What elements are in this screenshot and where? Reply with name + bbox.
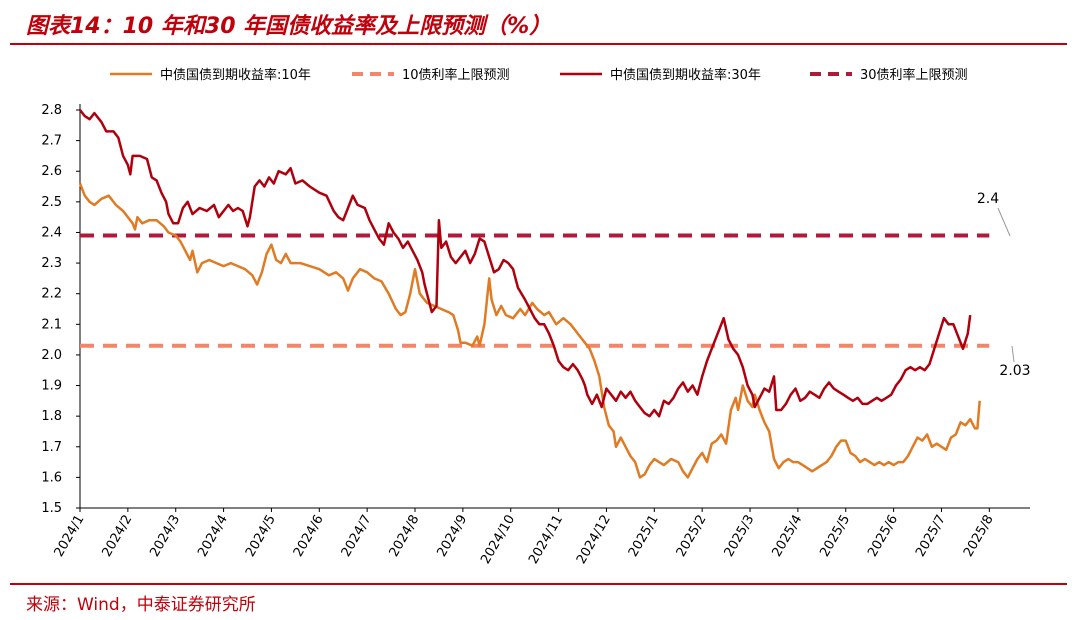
- x-tick-label: 2025/2: [674, 513, 710, 560]
- y-tick-label: 1.7: [41, 440, 62, 455]
- y-tick-label: 2.6: [41, 164, 62, 179]
- annotation-leader-10y: [1011, 345, 1015, 363]
- x-tick-label: 2025/6: [865, 513, 901, 560]
- x-tick-label: 2024/1: [52, 513, 88, 560]
- y-tick-label: 2.5: [41, 195, 62, 210]
- series-10y-yield: [78, 183, 981, 479]
- axes: 1.5 1.6 1.7 1.8 1.9 2.0 2.1 2.2 2.3 2.4 2.5 2.6 2.7 2…: [41, 103, 1030, 567]
- x-tick-label: 2024/12: [574, 513, 614, 567]
- y-tick-label: 2.0: [41, 348, 62, 363]
- legend-label-series-10y-cap: 10债利率上限预测: [402, 67, 510, 83]
- x-tick-label: 2024/9: [434, 513, 470, 560]
- y-tick-label: 1.6: [41, 470, 62, 485]
- x-tick-label: 2024/2: [99, 513, 135, 560]
- legend-label-series-30y-yield: 中债国债到期收益率:30年: [610, 67, 761, 83]
- y-tick-label: 2.8: [41, 103, 62, 118]
- x-tick-label: 2025/5: [817, 513, 853, 560]
- x-tick-label: 2025/1: [626, 513, 662, 560]
- x-tick-label: 2024/7: [339, 513, 375, 560]
- y-tick-label: 1.8: [41, 409, 62, 424]
- annotations: 2.4 2.03: [977, 191, 1031, 379]
- annotation-leader-30y: [997, 207, 1011, 237]
- y-tick-label: 2.4: [41, 225, 62, 240]
- y-tick-label: 2.1: [41, 317, 62, 332]
- x-tick-label: 2024/5: [243, 513, 279, 560]
- x-tick-label: 2024/10: [478, 513, 518, 567]
- x-tick-label: 2024/3: [147, 513, 183, 560]
- legend-label-series-10y-yield: 中债国债到期收益率:10年: [160, 67, 311, 83]
- x-tick-label: 2025/4: [769, 513, 805, 560]
- x-tick-label: 2025/7: [913, 513, 949, 560]
- x-tick-label: 2025/8: [961, 513, 997, 560]
- figure-title: 图表14：10 年和30 年国债收益率及上限预测（%）: [26, 14, 552, 39]
- series-30y-yield: [79, 109, 972, 418]
- y-tick-label: 2.2: [41, 287, 62, 302]
- legend: 中债国债到期收益率:10年 10债利率上限预测 中债国债到期收益率:30年 30债利率…: [110, 67, 968, 83]
- y-tick-label: 1.9: [41, 379, 62, 394]
- title-divider: [10, 43, 1067, 45]
- y-tick-label: 2.7: [41, 134, 62, 149]
- series-layer: [78, 109, 990, 479]
- y-tick-label: 2.3: [41, 256, 62, 271]
- source-note: 来源：Wind，中泰证券研究所: [26, 595, 256, 615]
- x-tick-label: 2025/3: [722, 513, 758, 560]
- x-tick-label: 2024/6: [291, 513, 327, 560]
- source-divider: [10, 583, 1067, 585]
- y-tick-label: 1.5: [41, 501, 62, 516]
- x-tick-label: 2024/11: [526, 513, 566, 567]
- annotation-10y-cap: 2.03: [999, 363, 1030, 379]
- legend-label-series-30y-cap: 30债利率上限预测: [860, 67, 968, 83]
- x-tick-label: 2024/4: [195, 513, 231, 560]
- x-tick-label: 2024/8: [387, 513, 423, 560]
- annotation-30y-cap: 2.4: [977, 191, 999, 207]
